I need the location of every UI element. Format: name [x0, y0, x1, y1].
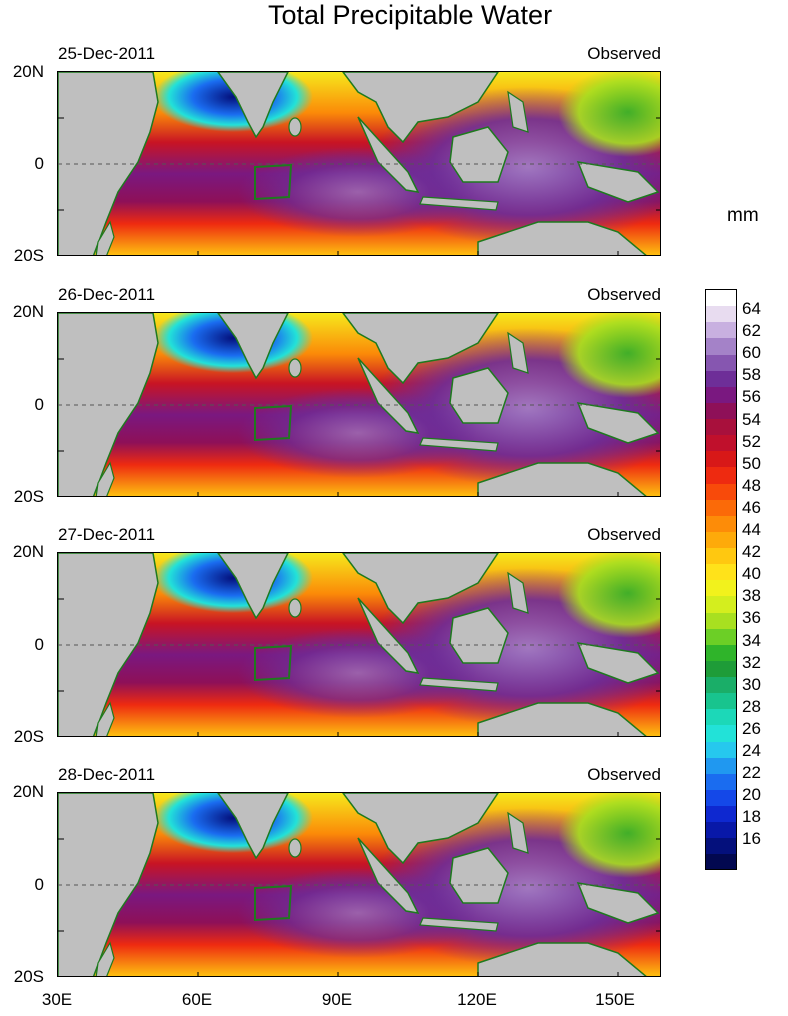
colorbar-swatch — [706, 660, 736, 677]
panel-1-observed-label: Observed — [587, 44, 661, 63]
panel-2-map — [57, 312, 661, 497]
colorbar-swatch — [706, 580, 736, 597]
colorbar-swatch — [706, 515, 736, 532]
colorbar-swatch — [706, 822, 736, 839]
panel-3-observed-label: Observed — [587, 525, 661, 544]
colorbar-swatch — [706, 773, 736, 790]
colorbar-label: 46 — [742, 497, 761, 517]
panel-1-lat-20s: 20S — [13, 246, 44, 265]
colorbar — [705, 289, 737, 870]
panel-1-date: 25-Dec-2011 — [58, 44, 156, 63]
colorbar-swatch — [706, 612, 736, 629]
colorbar-label: 60 — [742, 343, 761, 363]
panel-1-lat-0: 0 — [34, 154, 44, 173]
colorbar-label: 54 — [742, 409, 761, 429]
panel-4-map — [57, 792, 661, 977]
lon-120e: 120E — [457, 990, 497, 1009]
colorbar-swatch — [706, 499, 736, 516]
lon-30e: 30E — [41, 990, 73, 1009]
lon-60e: 60E — [181, 990, 213, 1009]
panel-3-lat-0: 0 — [34, 635, 44, 654]
colorbar-label: 52 — [742, 431, 761, 451]
panel-2-lat-0: 0 — [34, 395, 44, 414]
page-title: Total Precipitable Water — [267, 0, 553, 30]
panel-3-date: 27-Dec-2011 — [58, 525, 156, 544]
colorbar-label: 24 — [742, 741, 761, 760]
panel-2-observed-label: Observed — [587, 285, 661, 304]
colorbar-swatch — [706, 725, 736, 742]
colorbar-swatch — [706, 757, 736, 774]
colorbar-label: 30 — [742, 674, 761, 694]
panel-3-lat-20n: 20N — [12, 542, 44, 561]
colorbar-swatch — [706, 322, 736, 339]
panel-4-lat-0: 0 — [34, 875, 44, 894]
panel-1-map — [57, 71, 661, 256]
colorbar-swatch — [706, 354, 736, 371]
colorbar-label: 62 — [742, 321, 761, 341]
colorbar-label: 22 — [742, 763, 761, 783]
colorbar-swatch — [706, 677, 736, 694]
colorbar-label: 20 — [742, 785, 761, 805]
lon-90e: 90E — [321, 990, 353, 1009]
lon-150e: 150E — [595, 990, 635, 1009]
colorbar-label: 32 — [742, 652, 761, 672]
colorbar-swatch — [706, 483, 736, 500]
colorbar-label: 36 — [742, 608, 761, 628]
colorbar-label: 38 — [742, 586, 761, 606]
panel-4-observed-label: Observed — [587, 765, 661, 784]
colorbar-label: 40 — [742, 564, 761, 584]
colorbar-label: 34 — [742, 630, 761, 650]
panel-3-map — [57, 552, 661, 737]
panel-2-lat-20n: 20N — [12, 302, 44, 321]
panel-2-date: 26-Dec-2011 — [58, 285, 156, 304]
colorbar-swatch — [706, 435, 736, 452]
colorbar-swatch — [706, 644, 736, 661]
panel-1-lat-20n: 20N — [12, 62, 44, 81]
colorbar-swatch — [706, 741, 736, 758]
colorbar-swatch — [706, 709, 736, 726]
colorbar-label: 48 — [742, 475, 761, 495]
colorbar-swatch — [706, 386, 736, 403]
colorbar-swatch — [706, 806, 736, 823]
colorbar-label: 50 — [742, 453, 761, 473]
colorbar-swatch — [706, 838, 736, 855]
colorbar-swatch — [706, 548, 736, 565]
panel-3-lat-20s: 20S — [13, 727, 44, 746]
panel-4-date: 28-Dec-2011 — [58, 765, 156, 784]
colorbar-swatch — [706, 531, 736, 548]
colorbar-label: 56 — [742, 387, 761, 407]
colorbar-swatch — [706, 419, 736, 436]
colorbar-label: 64 — [742, 299, 761, 318]
colorbar-label: 28 — [742, 696, 761, 716]
colorbar-swatch — [706, 338, 736, 355]
colorbar-swatch — [706, 596, 736, 613]
colorbar-swatch — [706, 370, 736, 387]
colorbar-swatch — [706, 693, 736, 710]
panel-4-lat-20s: 20S — [13, 967, 44, 986]
colorbar-swatch — [706, 402, 736, 419]
colorbar-swatch — [706, 306, 736, 323]
colorbar-swatch — [706, 628, 736, 645]
panel-4-lat-20n: 20N — [12, 782, 44, 801]
colorbar-swatch — [706, 564, 736, 581]
panel-2-lat-20s: 20S — [13, 487, 44, 506]
colorbar-swatch — [706, 789, 736, 806]
colorbar-label: 16 — [742, 829, 761, 849]
colorbar-swatch — [706, 467, 736, 484]
colorbar-label: 44 — [742, 520, 761, 539]
colorbar-label: 42 — [742, 542, 761, 562]
colorbar-swatch — [706, 290, 736, 307]
colorbar-label: 26 — [742, 718, 761, 738]
colorbar-unit: mm — [727, 205, 759, 226]
colorbar-label: 58 — [742, 365, 761, 385]
colorbar-swatch — [706, 854, 736, 869]
colorbar-swatch — [706, 451, 736, 468]
colorbar-label: 18 — [742, 807, 761, 827]
